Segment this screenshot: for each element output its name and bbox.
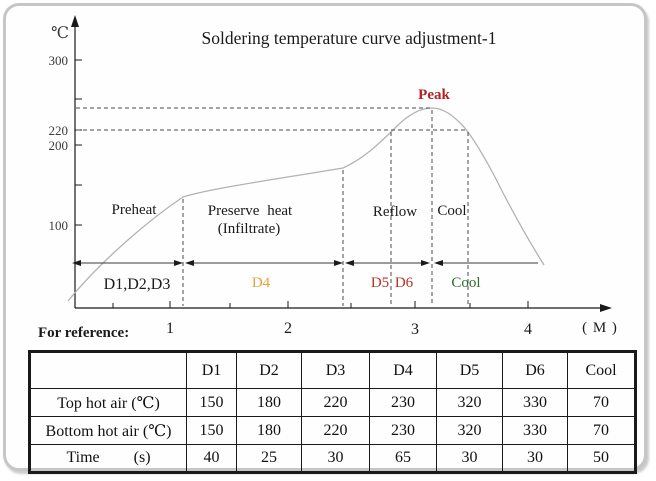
table-cell: 150	[186, 388, 237, 417]
table-header-d5: D5	[436, 351, 503, 389]
table-header-d2: D2	[236, 351, 302, 389]
region-label-cool: Cool	[437, 203, 466, 219]
table-cell: 70	[567, 416, 636, 445]
x-tick-label-1: 1	[166, 320, 174, 337]
table-cell: 25	[236, 444, 302, 473]
peak-annotation-label: Peak	[418, 87, 450, 103]
table-cell: 230	[369, 388, 437, 417]
y-axis-arrow-icon	[71, 15, 79, 27]
reference-table: D1 D2 D3 D4 D5 D6 Cool Top hot air (℃) 1…	[28, 350, 637, 474]
x-axis-ticks	[112, 301, 529, 308]
x-tick-label-2: 2	[284, 320, 292, 337]
region-label-reflow: Reflow	[373, 204, 417, 220]
table-cell: 320	[436, 388, 503, 417]
time-label: Time	[66, 449, 100, 466]
duration-band-cool	[434, 260, 538, 266]
band-label-cool: Cool	[451, 275, 480, 291]
table-header-row: D1 D2 D3 D4 D5 D6 Cool	[29, 351, 636, 389]
table-cell: 220	[301, 388, 370, 417]
band-label-d4: D4	[252, 275, 271, 291]
table-cell: 50	[567, 444, 636, 473]
time-unit-label: (s)	[133, 449, 151, 466]
x-axis-arrow-icon	[600, 304, 612, 312]
region-label-infiltrate: (Infiltrate)	[218, 221, 280, 237]
duration-band-d123	[72, 260, 183, 266]
y-axis-ticks	[75, 59, 82, 226]
region-label-preserve-heat: Preserve heat	[208, 203, 293, 219]
table-row-top-hot-air: Top hot air (℃) 150 180 220 230 320 330 …	[29, 388, 636, 417]
table-header-d6: D6	[502, 351, 568, 389]
table-row-bottom-hot-air: Bottom hot air (℃) 150 180 220 230 320 3…	[29, 416, 636, 445]
table-cell: 330	[502, 388, 568, 417]
table-header-d1: D1	[186, 351, 237, 389]
table-header-empty	[29, 351, 187, 389]
duration-band-d4	[185, 260, 343, 266]
band-label-d5: D5	[371, 275, 389, 291]
row-label-time: Time (s)	[29, 444, 187, 473]
table-row-time: Time (s) 40 25 30 65 30 30 50	[29, 444, 636, 473]
temperature-curve	[67, 107, 545, 302]
y-tick-label-220: 220	[49, 123, 69, 138]
x-tick-label-4: 4	[524, 321, 532, 338]
soldering-curve-chart: Soldering temperature curve adjustment-1…	[38, 15, 618, 341]
y-tick-label-300: 300	[49, 53, 69, 68]
region-label-preheat: Preheat	[112, 202, 158, 218]
y-axis-unit-label: ℃	[51, 25, 69, 42]
row-label-bottom-hot-air: Bottom hot air (℃)	[29, 416, 187, 445]
duration-band-d5-d6	[345, 260, 430, 266]
table-cell: 30	[502, 444, 568, 473]
table-cell: 70	[567, 388, 636, 417]
table-header-d3: D3	[301, 351, 370, 389]
table-cell: 180	[236, 416, 302, 445]
table-cell: 180	[236, 388, 302, 417]
table-header-d4: D4	[369, 351, 437, 389]
band-label-d1-d2-d3: D1,D2,D3	[104, 276, 171, 293]
for-reference-label: For reference:	[38, 325, 129, 341]
table-cell: 150	[186, 416, 237, 445]
table-header-cool: Cool	[567, 351, 636, 389]
table-cell: 330	[502, 416, 568, 445]
row-label-top-hot-air: Top hot air (℃)	[29, 388, 187, 417]
y-tick-label-200: 200	[49, 138, 69, 153]
x-tick-label-3: 3	[411, 321, 419, 338]
table-cell: 230	[369, 416, 437, 445]
table-cell: 320	[436, 416, 503, 445]
band-label-d6: D6	[395, 275, 414, 291]
table-cell: 40	[186, 444, 237, 473]
y-tick-label-100: 100	[49, 218, 69, 233]
table-cell: 65	[369, 444, 437, 473]
table-cell: 30	[301, 444, 370, 473]
x-axis-unit-label: ( M )	[582, 320, 618, 336]
chart-title: Soldering temperature curve adjustment-1	[202, 28, 497, 48]
table-cell: 30	[436, 444, 503, 473]
table-cell: 220	[301, 416, 370, 445]
